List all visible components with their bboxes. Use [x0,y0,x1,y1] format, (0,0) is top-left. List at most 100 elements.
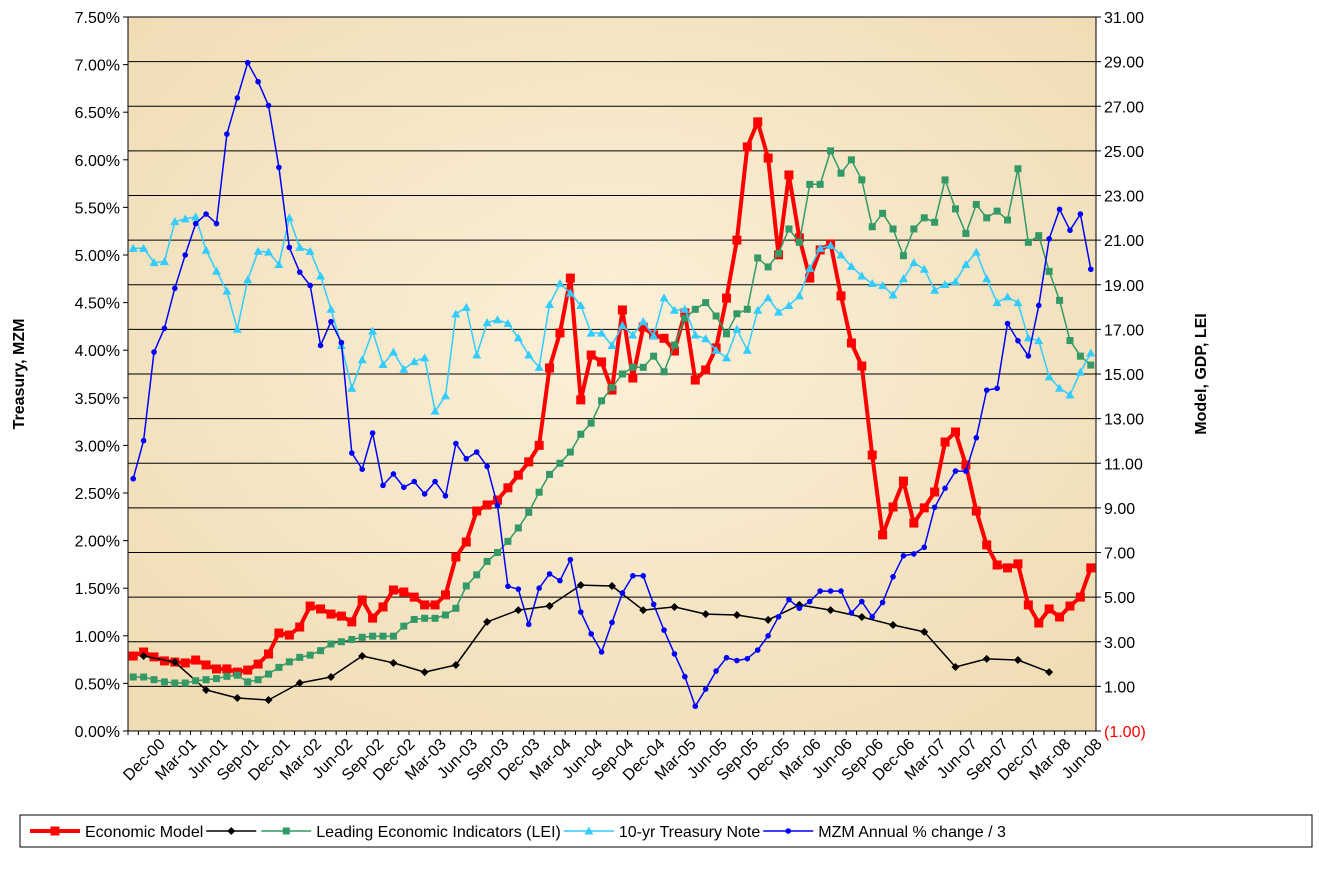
data-point [733,310,741,318]
data-point [276,164,282,171]
data-point [597,328,607,337]
data-point [1035,302,1042,309]
data-point [630,573,636,579]
data-point [1075,367,1085,376]
data-point [909,258,919,267]
data-point [368,326,378,335]
data-point [284,213,294,222]
data-point [732,610,741,619]
data-point [264,247,274,256]
data-point [150,676,158,684]
data-point [732,324,742,333]
data-point [253,246,263,255]
data-point [838,588,844,594]
data-point [129,673,137,681]
data-point [1087,266,1094,273]
data-point [671,651,678,657]
data-point [1014,165,1022,173]
data-point [826,240,836,249]
data-point [744,655,751,662]
data-point [503,483,513,493]
data-point [182,252,189,258]
data-point [586,328,596,337]
data-point [629,363,637,371]
data-point [639,606,648,615]
data-point [1003,563,1013,573]
data-point [775,613,782,620]
data-point [619,590,626,596]
data-point [628,373,638,383]
data-point [440,391,450,400]
data-point [973,434,980,441]
data-point [1044,372,1054,381]
data-point [285,658,293,666]
data-point [535,488,543,496]
data-point [734,657,740,664]
data-point [805,263,815,272]
data-point [545,363,555,373]
data-point [900,553,907,559]
data-point [847,156,855,164]
data-point [1077,211,1084,217]
data-point [295,622,305,632]
data-point [473,449,480,455]
data-point [576,581,585,590]
y2-tick-label: 17.00 [1104,322,1144,339]
y2-tick-label: 29.00 [1104,55,1144,72]
data-point [920,214,928,222]
y2-axis-label: Model, GDP, LEI [1193,313,1210,435]
data-point [982,274,992,283]
data-point [546,470,554,478]
data-point [139,652,148,661]
data-point [430,406,440,415]
data-point [1056,206,1063,213]
data-point [796,605,803,611]
data-point [494,549,502,556]
data-point [524,350,534,359]
data-point [775,250,783,258]
data-point [983,214,991,222]
data-point [952,468,959,474]
data-point [857,612,866,621]
data-point [1025,353,1032,359]
data-point [576,395,586,405]
data-point [950,427,960,437]
data-point [940,280,950,289]
data-point [660,368,668,376]
data-point [212,675,220,683]
data-point [732,235,742,245]
data-point [577,609,584,615]
data-point [661,627,667,633]
data-point [1044,604,1054,614]
y2-tick-label: 5.00 [1104,590,1135,607]
data-point [534,362,544,371]
data-point [316,271,326,280]
data-point [940,437,950,447]
data-point [149,258,159,267]
data-point [588,631,594,637]
data-point [681,314,689,322]
data-point [244,678,252,686]
data-point [525,508,533,516]
data-point [951,205,959,213]
data-point [721,353,731,362]
legend-label: 10-yr Treasury Note [619,824,760,841]
y2-tick-label: 7.00 [1104,546,1135,563]
data-point [598,397,606,405]
y-tick-label: 4.50% [75,296,120,313]
data-point [170,217,180,226]
data-point [524,457,534,467]
data-point [410,615,418,623]
data-point [827,588,834,594]
data-point [211,664,221,674]
data-point [430,600,440,610]
data-point [494,502,501,509]
data-point [420,600,430,610]
data-point [336,611,346,621]
data-point [972,200,980,208]
data-point [1013,559,1023,569]
data-point [961,260,971,269]
data-point [441,611,449,619]
data-point [931,218,939,226]
data-point [369,430,376,436]
